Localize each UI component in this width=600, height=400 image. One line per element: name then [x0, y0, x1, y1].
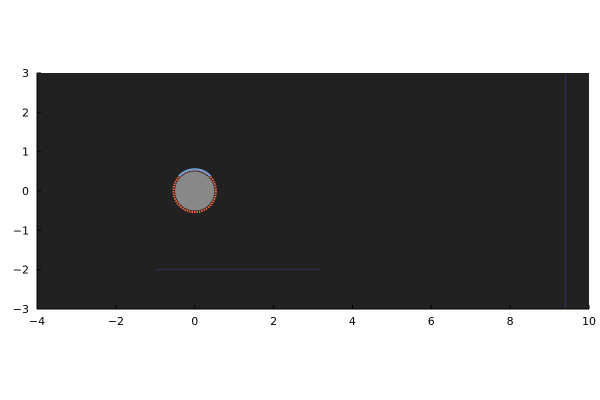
y-tick-label: −2: [13, 264, 29, 277]
x-axis: −4 −2 0 2 4 6 8 10: [29, 305, 596, 328]
plot-area: [37, 73, 589, 309]
y-tick-label: 1: [22, 146, 29, 159]
body-edge-ring: [172, 168, 217, 214]
y-tick-label: −3: [13, 303, 29, 316]
x-tick-label: 6: [428, 315, 435, 328]
y-axis: −3 −2 −1 0 1 2 3: [13, 67, 41, 316]
y-tick-label: 0: [22, 185, 29, 198]
x-tick-label: 10: [582, 315, 596, 328]
body-circle: [175, 171, 215, 211]
x-tick-label: 0: [191, 315, 198, 328]
x-tick-label: 2: [270, 315, 277, 328]
x-tick-label: 8: [507, 315, 514, 328]
body-upper-edge: [178, 168, 212, 177]
x-tick-label: 4: [349, 315, 356, 328]
x-tick-label: −2: [108, 315, 124, 328]
y-tick-label: 3: [22, 67, 29, 80]
plot-marks: [155, 73, 566, 309]
x-tick-label: −4: [29, 315, 45, 328]
y-tick-label: 2: [22, 106, 29, 119]
y-tick-label: −1: [13, 224, 29, 237]
